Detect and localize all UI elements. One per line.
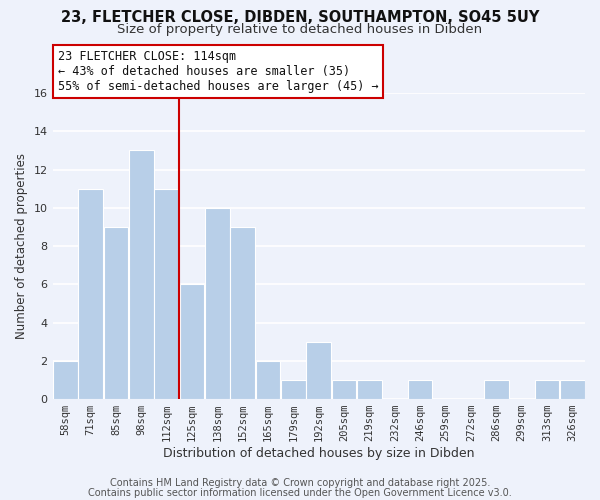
Bar <box>230 227 255 399</box>
Text: Contains HM Land Registry data © Crown copyright and database right 2025.: Contains HM Land Registry data © Crown c… <box>110 478 490 488</box>
Bar <box>357 380 382 399</box>
Bar <box>484 380 509 399</box>
Bar <box>154 188 179 399</box>
Bar <box>104 227 128 399</box>
Bar <box>560 380 584 399</box>
Bar <box>535 380 559 399</box>
Bar <box>408 380 433 399</box>
Text: Contains public sector information licensed under the Open Government Licence v3: Contains public sector information licen… <box>88 488 512 498</box>
Bar <box>129 150 154 399</box>
Bar <box>53 361 77 399</box>
Y-axis label: Number of detached properties: Number of detached properties <box>15 153 28 339</box>
Bar <box>179 284 204 399</box>
Text: 23 FLETCHER CLOSE: 114sqm
← 43% of detached houses are smaller (35)
55% of semi-: 23 FLETCHER CLOSE: 114sqm ← 43% of detac… <box>58 50 379 93</box>
Text: 23, FLETCHER CLOSE, DIBDEN, SOUTHAMPTON, SO45 5UY: 23, FLETCHER CLOSE, DIBDEN, SOUTHAMPTON,… <box>61 10 539 25</box>
Bar <box>307 342 331 399</box>
X-axis label: Distribution of detached houses by size in Dibden: Distribution of detached houses by size … <box>163 447 475 460</box>
Bar <box>78 188 103 399</box>
Bar <box>281 380 306 399</box>
Bar <box>205 208 230 399</box>
Bar <box>332 380 356 399</box>
Bar <box>256 361 280 399</box>
Text: Size of property relative to detached houses in Dibden: Size of property relative to detached ho… <box>118 22 482 36</box>
